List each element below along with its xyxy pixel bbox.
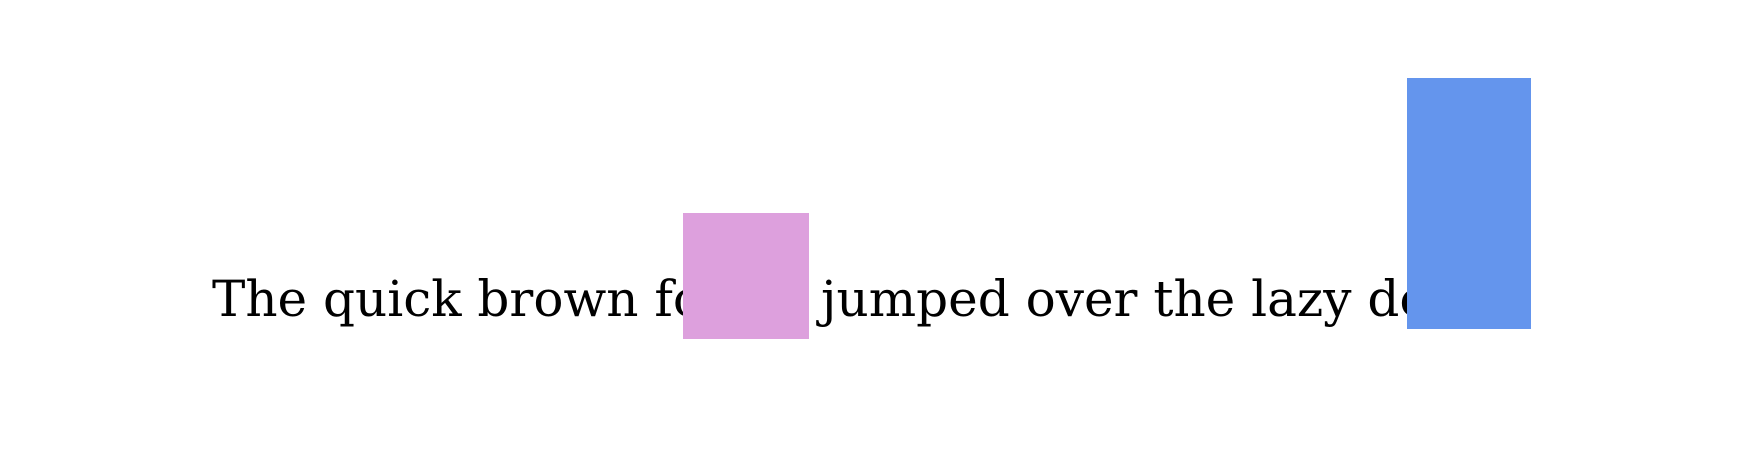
sentence-text-after-box: jumped over the lazy dog. bbox=[821, 270, 1478, 328]
pink-inline-box bbox=[683, 213, 809, 339]
blue-inline-box bbox=[1407, 78, 1531, 329]
sentence-text-before-box: The quick brown fox bbox=[212, 270, 732, 328]
sentence-line: The quick brown fox jumped over the lazy… bbox=[212, 0, 1612, 456]
